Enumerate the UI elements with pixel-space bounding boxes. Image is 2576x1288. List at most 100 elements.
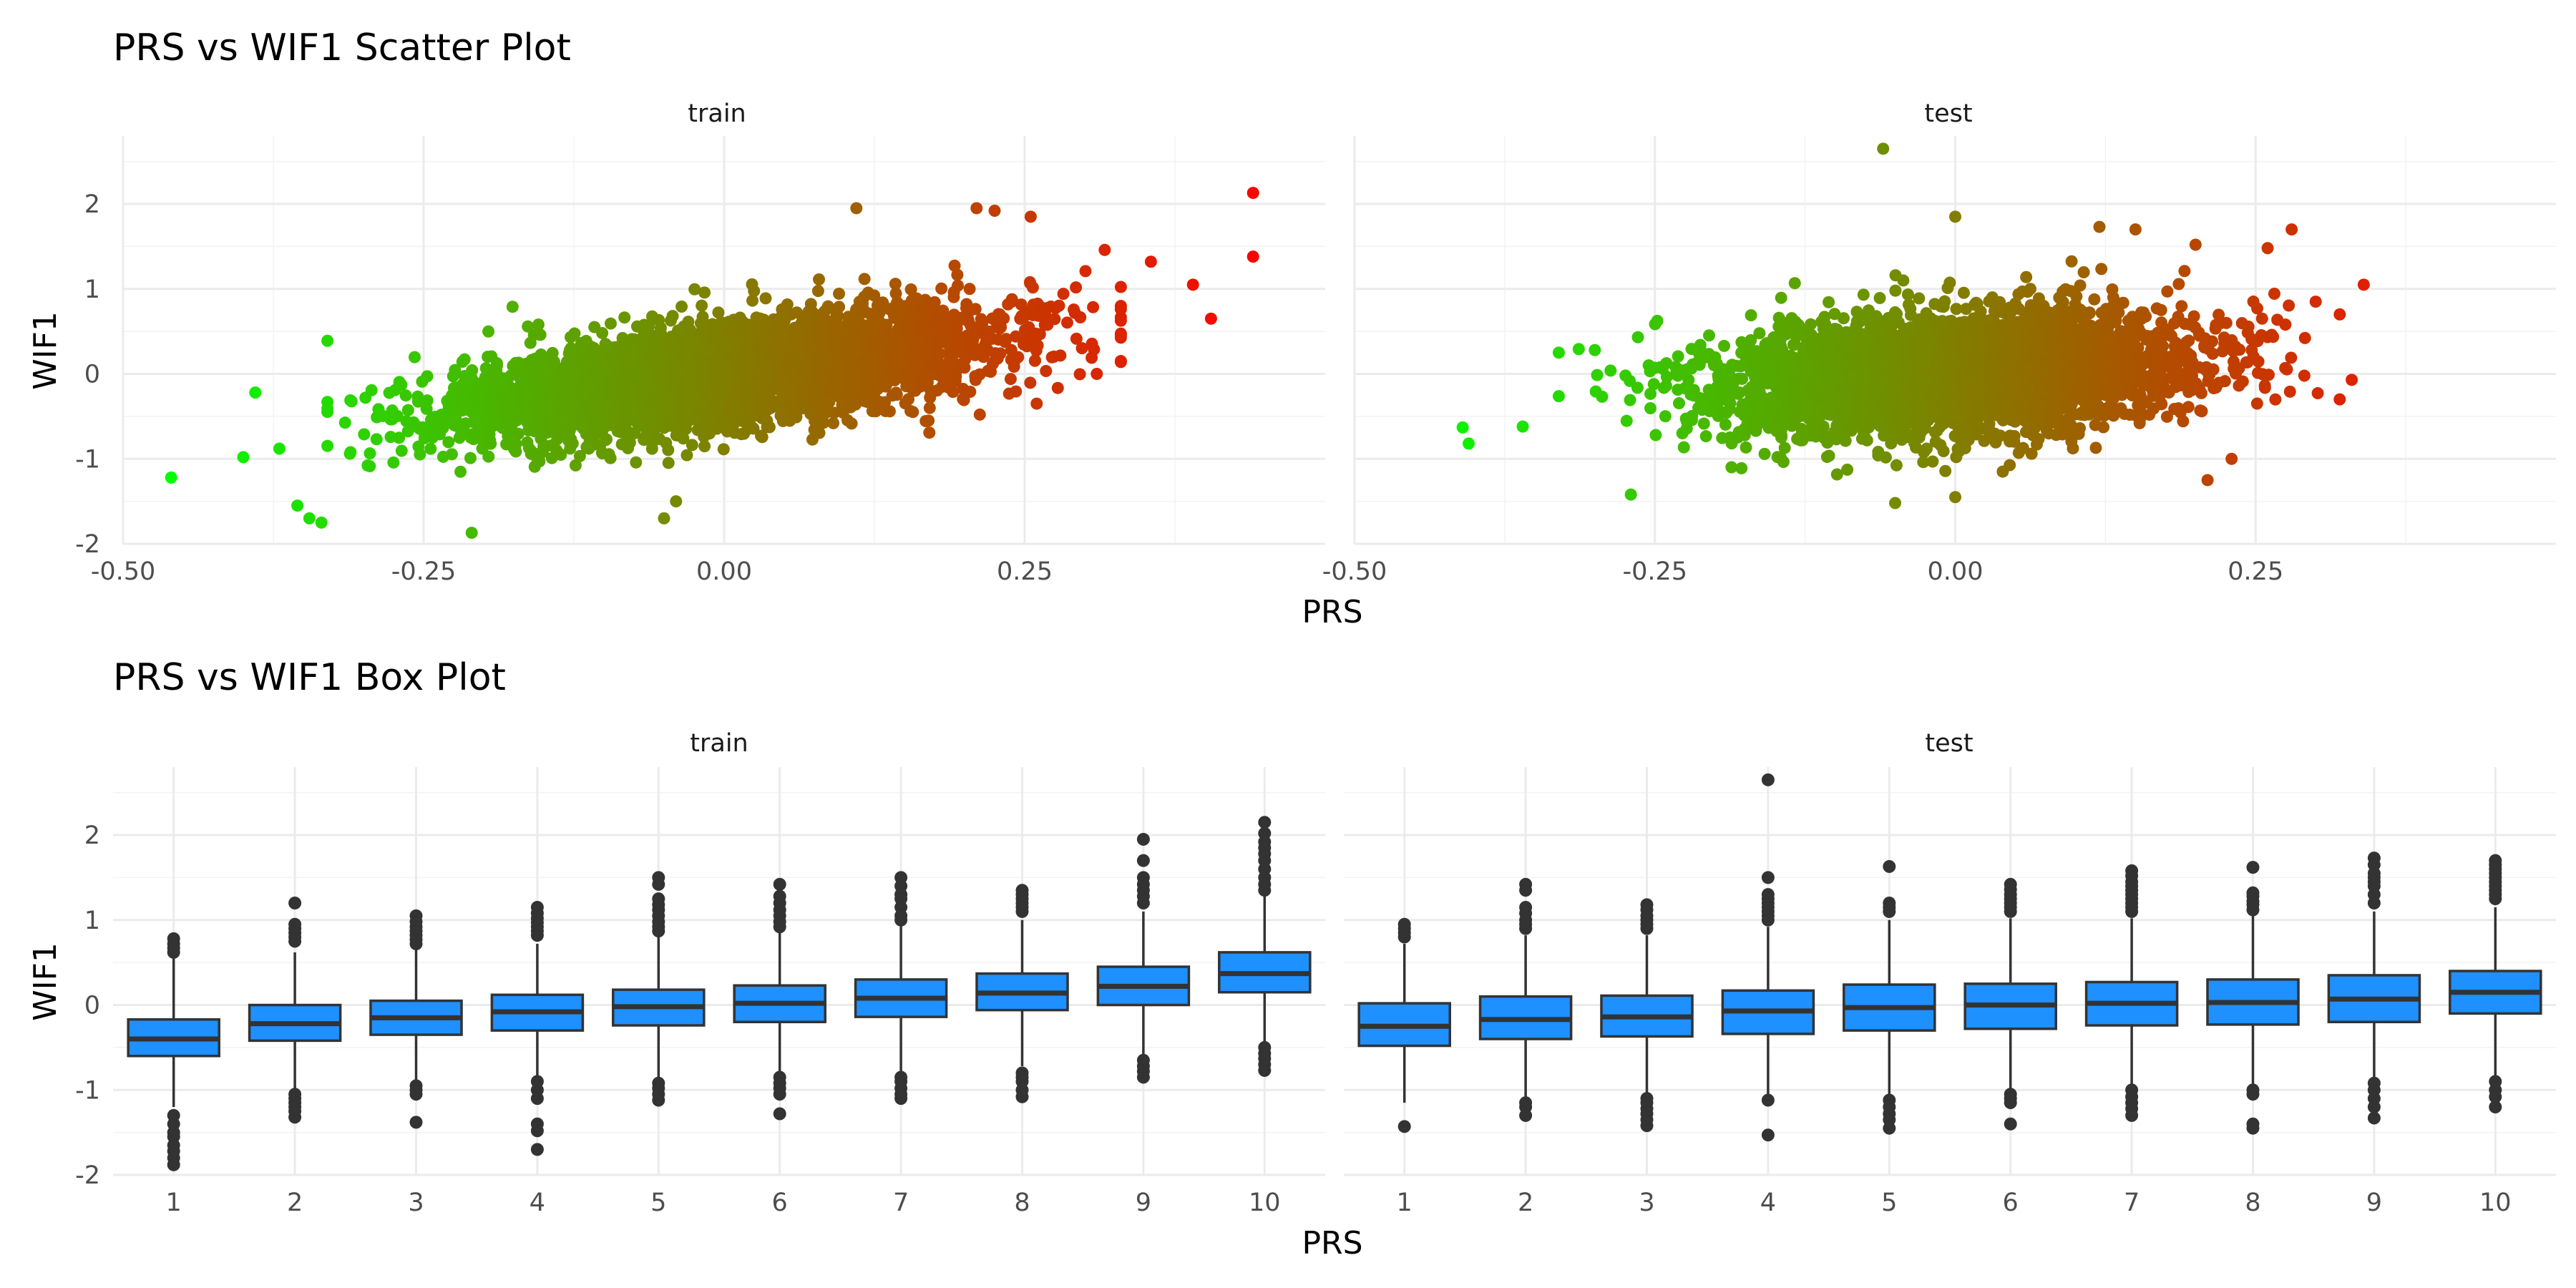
- scatter-point: [315, 516, 328, 529]
- scatter-point: [655, 327, 668, 340]
- scatter-point: [469, 428, 482, 441]
- scatter-point: [675, 300, 688, 313]
- scatter-point: [973, 408, 986, 421]
- scatter-panel-train-points: [165, 187, 1259, 540]
- scatter-point: [664, 419, 677, 432]
- scatter-point: [370, 433, 383, 446]
- scatter-point: [401, 404, 414, 416]
- scatter-point: [575, 336, 587, 349]
- scatter-point: [743, 409, 756, 421]
- scatter-point: [639, 364, 652, 377]
- scatter-point: [790, 411, 803, 424]
- scatter-point: [524, 336, 537, 349]
- scatter-point: [894, 304, 907, 317]
- scatter-point: [796, 311, 809, 323]
- scatter-point: [1114, 280, 1127, 293]
- scatter-point: [479, 362, 492, 375]
- scatter-point: [662, 457, 675, 469]
- scatter-point: [760, 414, 773, 427]
- scatter-point: [1010, 385, 1023, 398]
- scatter-point: [813, 273, 826, 286]
- scatter-point: [682, 316, 695, 328]
- scatter-point: [910, 292, 923, 305]
- scatter-point: [421, 394, 434, 407]
- scatter-point: [416, 421, 429, 434]
- scatter-point: [588, 321, 601, 333]
- scatter-point: [445, 448, 458, 461]
- scatter-point: [1030, 397, 1043, 410]
- scatter-point: [618, 311, 631, 324]
- scatter-point: [645, 401, 658, 414]
- scatter-point: [1051, 381, 1064, 394]
- scatter-point: [989, 353, 1002, 366]
- scatter-point: [542, 424, 555, 436]
- scatter-point: [935, 282, 948, 295]
- scatter-point: [501, 394, 514, 407]
- scatter-point: [813, 346, 826, 359]
- scatter-point: [577, 390, 590, 403]
- scatter-point: [237, 451, 250, 464]
- scatter-point: [459, 398, 472, 411]
- scatter-point: [633, 394, 645, 407]
- scatter-point: [718, 419, 731, 432]
- scatter-point: [303, 512, 316, 525]
- scatter-point: [1572, 343, 1585, 356]
- scatter-point: [615, 377, 628, 390]
- scatter-point: [560, 380, 572, 393]
- scatter-point: [426, 431, 439, 444]
- scatter-point: [713, 384, 726, 396]
- scatter-point: [1060, 316, 1073, 329]
- scatter-point: [776, 414, 789, 427]
- scatter-point: [706, 333, 718, 346]
- scatter-point: [759, 292, 772, 305]
- scatter-point: [948, 259, 961, 272]
- scatter-point: [706, 318, 719, 331]
- scatter-point: [555, 429, 567, 442]
- scatter-point: [951, 268, 964, 281]
- scatter-point: [841, 414, 854, 426]
- scatter-point: [393, 431, 406, 444]
- scatter-point: [849, 376, 862, 389]
- scatter-point: [670, 495, 683, 508]
- scatter-point: [660, 391, 673, 404]
- scatter-point: [1823, 296, 1835, 308]
- scatter-point: [604, 317, 617, 330]
- scatter-point: [1644, 402, 1657, 415]
- scatter-point: [454, 428, 467, 441]
- scatter-point: [831, 309, 844, 322]
- scatter-point: [321, 406, 334, 419]
- scatter-point: [890, 389, 903, 401]
- scatter-point: [1070, 332, 1083, 345]
- scatter-point: [595, 446, 608, 459]
- scatter-point: [858, 273, 871, 286]
- scatter-point: [894, 340, 907, 353]
- scatter-point: [2298, 369, 2311, 382]
- scatter-point: [1624, 394, 1636, 406]
- scatter-point: [1246, 250, 1259, 263]
- scatter-point: [922, 414, 935, 427]
- scatter-point: [490, 360, 503, 373]
- scatter-point: [726, 404, 738, 416]
- scatter-point: [919, 343, 932, 356]
- scatter-point: [1031, 339, 1044, 352]
- scatter-point: [950, 322, 963, 335]
- scatter-point: [482, 450, 495, 463]
- scatter-point: [708, 366, 721, 379]
- scatter-point: [884, 366, 897, 379]
- scatter-point: [767, 328, 780, 341]
- scatter-point: [1091, 368, 1103, 380]
- scatter-point: [424, 442, 437, 455]
- scatter-point: [864, 374, 877, 387]
- scatter-point: [698, 286, 711, 299]
- scatter-point: [1114, 328, 1127, 341]
- scatter-point: [898, 325, 911, 338]
- scatter-point: [703, 427, 716, 440]
- scatter-point: [321, 334, 334, 347]
- scatter-point: [365, 384, 378, 396]
- scatter-point: [506, 301, 519, 313]
- scatter-point: [781, 356, 794, 369]
- scatter-point: [963, 283, 976, 296]
- scatter-point: [811, 285, 824, 298]
- scatter-point: [739, 382, 752, 395]
